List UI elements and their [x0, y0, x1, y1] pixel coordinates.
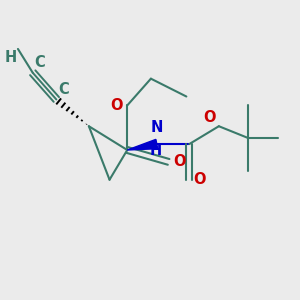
Polygon shape	[127, 140, 158, 150]
Text: O: O	[203, 110, 215, 125]
Text: H: H	[4, 50, 16, 65]
Text: H: H	[149, 143, 161, 158]
Text: N: N	[151, 120, 163, 135]
Text: O: O	[194, 172, 206, 187]
Text: C: C	[34, 55, 45, 70]
Text: O: O	[110, 98, 123, 113]
Text: C: C	[58, 82, 69, 97]
Text: O: O	[173, 154, 186, 169]
